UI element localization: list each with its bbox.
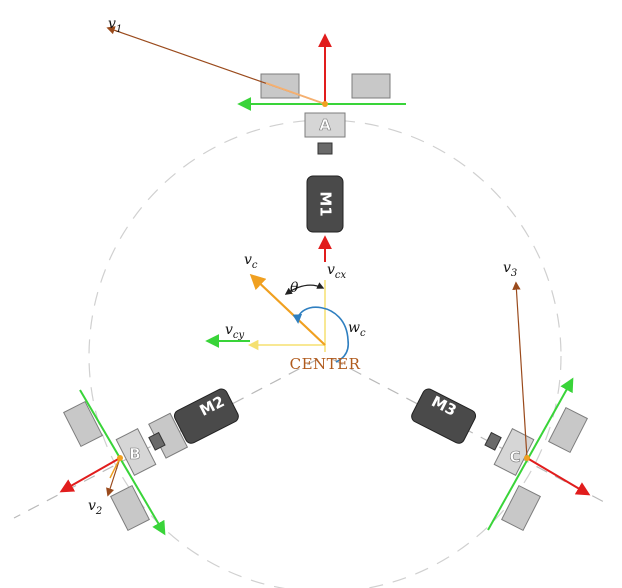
motor-m1-shaft [317,142,333,155]
wheel-c-letter: C [509,448,520,466]
roller-b-bottom [110,484,150,532]
vc-orange-vector [249,273,326,346]
center-label: CENTER [290,355,361,373]
vcx-label: vcx [327,262,347,281]
v3-label: v3 [503,260,517,279]
wheel-c-red-vector [526,457,591,496]
wheel-b-hub [115,428,157,476]
wheel-assembly-a: A M1 [106,26,406,233]
motor-m1-body [306,175,344,233]
wheel-b-letter: B [129,445,140,463]
wheel-a-contact-point [322,101,328,107]
wheel-b-red-vector [59,457,121,493]
motor-m2-body [173,388,239,444]
v1-highlight [265,82,326,105]
wheel-a-letter: A [319,116,331,134]
v2-vector [106,457,121,497]
wc-arc [292,306,350,363]
vcy-label: vcy [225,322,245,341]
v2-orange-vector [109,457,121,479]
wheel-a-hub [304,112,346,138]
roller-a-right [351,73,391,99]
vc-label: vc [244,252,258,271]
wheel-c-contact-point [524,455,530,461]
motor-m3-body [411,388,477,444]
motor-m2-shaft [148,431,166,451]
roller-b-top [63,400,103,448]
motor-m3-shaft [484,431,502,451]
roller-c-bottom [501,484,541,532]
roller-c-top [548,406,588,454]
theta-arc [284,282,325,295]
v3-vector [512,281,528,459]
v2-label: v2 [88,498,102,517]
v1-label: v1 [108,16,122,35]
wheel-b-green-vector [79,389,166,536]
roller-a-left [260,73,300,99]
wheel-assembly-c [411,388,535,476]
wheel-b-contact-point [117,455,123,461]
wheel-c-green-vector [487,377,574,531]
theta-label: θ [290,280,299,296]
motor-m1-label: M1 [317,191,335,216]
wheel-assembly-b [115,388,239,476]
wc-label: wc [348,320,366,339]
